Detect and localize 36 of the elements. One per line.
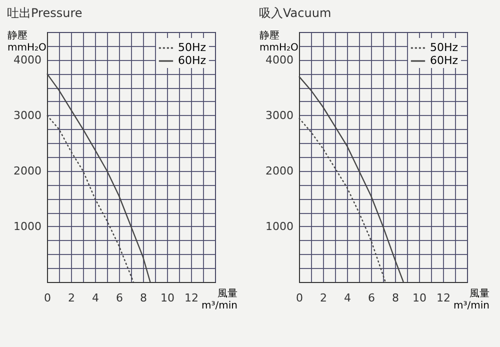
y-tick-label: 1000 [14, 220, 42, 233]
chart-title: 吸入Vacuum [259, 6, 332, 20]
x-axis-title: 風量 m³/min [202, 288, 238, 312]
line-series [298, 118, 386, 283]
y-tick-label: 2000 [14, 164, 42, 178]
y-axis-title: 静壓 mmH₂O [260, 30, 299, 54]
x-tick-label: 6 [368, 292, 375, 304]
x-axis-title: 風量 m³/min [454, 288, 490, 312]
y-tick-label: 4000 [266, 53, 294, 66]
y-tick-label: 2000 [266, 164, 294, 178]
x-tick-label: 4 [344, 292, 351, 304]
y-tick-label: 1000 [266, 220, 294, 233]
x-tick-label: 12 [436, 292, 450, 304]
legend-label: 60Hz [430, 54, 458, 67]
chart-title: 吐出Pressure [7, 6, 82, 20]
y-axis-title: 静壓 mmH₂O [8, 30, 47, 54]
line-series [46, 114, 134, 283]
x-tick-label: 6 [116, 292, 123, 304]
y-tick-label: 4000 [14, 53, 42, 66]
legend-label: 50Hz [430, 41, 458, 54]
x-tick-label: 8 [140, 292, 147, 304]
x-tick-label: 2 [68, 292, 75, 304]
legend-label: 50Hz [178, 41, 206, 54]
y-tick-label: 3000 [266, 108, 294, 122]
x-tick-label: 2 [320, 292, 327, 304]
x-tick-label: 4 [92, 292, 99, 304]
legend-label: 60Hz [178, 54, 206, 67]
x-tick-label: 10 [412, 292, 426, 304]
line-series [298, 76, 404, 283]
x-tick-label: 8 [392, 292, 399, 304]
y-tick-label: 3000 [14, 108, 42, 122]
x-tick-label: 0 [44, 292, 51, 304]
x-tick-label: 0 [296, 292, 303, 304]
x-tick-label: 10 [160, 292, 174, 304]
x-tick-label: 12 [184, 292, 198, 304]
line-series [46, 73, 151, 283]
